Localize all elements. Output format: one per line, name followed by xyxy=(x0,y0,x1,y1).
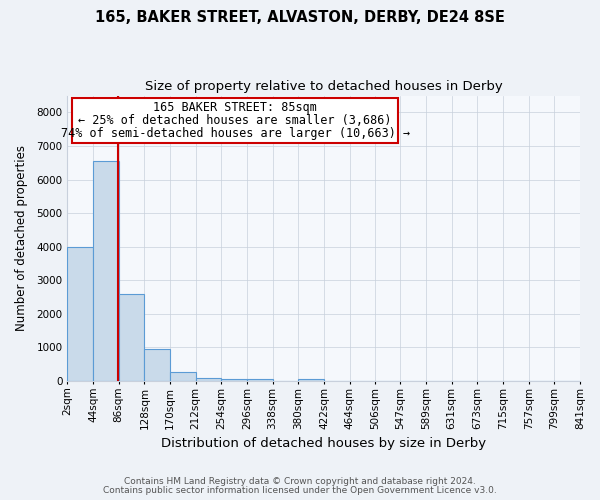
Bar xyxy=(145,350,170,381)
Y-axis label: Number of detached properties: Number of detached properties xyxy=(15,146,28,332)
Bar xyxy=(221,380,247,381)
Bar xyxy=(93,161,119,381)
Text: 74% of semi-detached houses are larger (10,663) →: 74% of semi-detached houses are larger (… xyxy=(61,127,410,140)
Text: 165 BAKER STREET: 85sqm: 165 BAKER STREET: 85sqm xyxy=(153,102,317,114)
FancyBboxPatch shape xyxy=(73,98,398,142)
Bar xyxy=(196,378,221,381)
Bar xyxy=(170,372,196,381)
X-axis label: Distribution of detached houses by size in Derby: Distribution of detached houses by size … xyxy=(161,437,486,450)
Text: Contains public sector information licensed under the Open Government Licence v3: Contains public sector information licen… xyxy=(103,486,497,495)
Title: Size of property relative to detached houses in Derby: Size of property relative to detached ho… xyxy=(145,80,503,93)
Bar xyxy=(247,378,272,381)
Text: 165, BAKER STREET, ALVASTON, DERBY, DE24 8SE: 165, BAKER STREET, ALVASTON, DERBY, DE24… xyxy=(95,10,505,25)
Bar xyxy=(119,294,145,381)
Text: ← 25% of detached houses are smaller (3,686): ← 25% of detached houses are smaller (3,… xyxy=(79,114,392,127)
Bar xyxy=(298,380,324,381)
Bar xyxy=(67,248,93,381)
Text: Contains HM Land Registry data © Crown copyright and database right 2024.: Contains HM Land Registry data © Crown c… xyxy=(124,477,476,486)
